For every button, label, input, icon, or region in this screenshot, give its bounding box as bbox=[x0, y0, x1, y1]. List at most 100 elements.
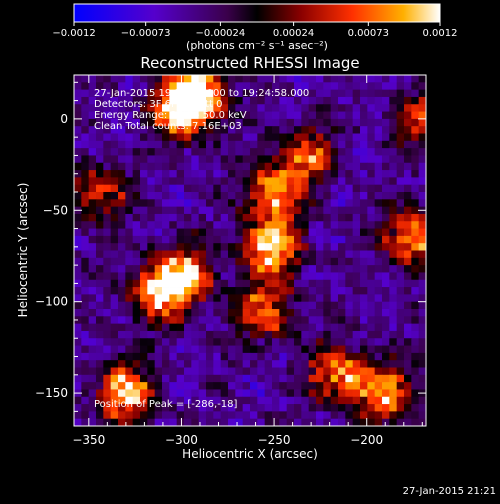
image-pixel bbox=[103, 133, 112, 142]
image-pixel bbox=[96, 294, 104, 303]
image-pixel bbox=[250, 155, 258, 164]
image-pixel bbox=[367, 257, 376, 266]
image-pixel bbox=[345, 221, 354, 229]
image-pixel bbox=[191, 89, 200, 98]
image-pixel bbox=[110, 243, 119, 251]
image-pixel bbox=[235, 294, 244, 303]
image-pixel bbox=[360, 404, 368, 412]
image-pixel bbox=[411, 75, 420, 83]
image-pixel bbox=[169, 170, 178, 178]
image-pixel bbox=[125, 323, 134, 332]
image-pixel bbox=[396, 221, 405, 229]
image-pixel bbox=[257, 89, 266, 98]
image-pixel bbox=[330, 75, 339, 83]
image-pixel bbox=[250, 404, 258, 412]
image-pixel bbox=[374, 396, 383, 405]
image-pixel bbox=[389, 294, 398, 303]
image-pixel bbox=[213, 389, 222, 398]
image-pixel bbox=[110, 170, 119, 178]
image-pixel bbox=[220, 382, 229, 390]
image-pixel bbox=[323, 250, 332, 259]
image-pixel bbox=[184, 330, 192, 339]
image-pixel bbox=[103, 301, 112, 310]
image-pixel bbox=[132, 104, 141, 112]
image-pixel bbox=[191, 382, 200, 390]
image-pixel bbox=[301, 170, 310, 178]
image-pixel bbox=[169, 272, 178, 281]
image-pixel bbox=[96, 111, 104, 120]
image-pixel bbox=[88, 111, 97, 120]
image-pixel bbox=[88, 133, 97, 142]
image-pixel bbox=[272, 133, 280, 142]
image-pixel bbox=[213, 250, 222, 259]
image-pixel bbox=[411, 228, 420, 237]
image-pixel bbox=[132, 89, 141, 98]
image-pixel bbox=[316, 213, 324, 222]
image-pixel bbox=[198, 374, 207, 383]
image-pixel bbox=[264, 221, 273, 229]
image-pixel bbox=[162, 265, 170, 273]
image-pixel bbox=[220, 89, 229, 98]
image-pixel bbox=[140, 360, 148, 368]
image-pixel bbox=[132, 404, 141, 412]
image-pixel bbox=[147, 367, 156, 376]
image-pixel bbox=[264, 323, 273, 332]
image-pixel bbox=[103, 374, 112, 383]
image-pixel bbox=[404, 418, 412, 426]
image-pixel bbox=[257, 389, 266, 398]
image-pixel bbox=[396, 316, 405, 325]
image-pixel bbox=[140, 316, 148, 325]
image-pixel bbox=[316, 148, 324, 156]
image-pixel bbox=[88, 213, 97, 222]
image-pixel bbox=[411, 323, 420, 332]
image-pixel bbox=[374, 279, 383, 288]
image-pixel bbox=[220, 235, 229, 244]
image-pixel bbox=[198, 411, 207, 420]
image-pixel bbox=[367, 411, 376, 420]
image-pixel bbox=[330, 257, 339, 266]
image-pixel bbox=[374, 294, 383, 303]
image-pixel bbox=[125, 411, 134, 420]
image-pixel bbox=[125, 133, 134, 142]
image-pixel bbox=[242, 250, 251, 259]
image-pixel bbox=[330, 162, 339, 171]
image-pixel bbox=[147, 404, 156, 412]
image-pixel bbox=[360, 96, 368, 105]
image-pixel bbox=[294, 177, 302, 186]
image-pixel bbox=[206, 418, 214, 426]
image-pixel bbox=[286, 184, 295, 193]
image-pixel bbox=[125, 279, 134, 288]
image-pixel bbox=[250, 316, 258, 325]
image-pixel bbox=[184, 294, 192, 303]
image-pixel bbox=[418, 184, 426, 193]
image-pixel bbox=[169, 345, 178, 354]
image-pixel bbox=[316, 126, 324, 134]
image-pixel bbox=[162, 148, 170, 156]
image-pixel bbox=[382, 265, 390, 273]
image-pixel bbox=[316, 301, 324, 310]
image-pixel bbox=[206, 228, 214, 237]
image-pixel bbox=[308, 184, 317, 193]
image-pixel bbox=[74, 235, 82, 244]
image-pixel bbox=[250, 389, 258, 398]
image-pixel bbox=[257, 177, 266, 186]
image-pixel bbox=[198, 330, 207, 339]
image-pixel bbox=[242, 418, 251, 426]
image-pixel bbox=[257, 192, 266, 200]
image-pixel bbox=[382, 367, 390, 376]
image-pixel bbox=[294, 184, 302, 193]
image-pixel bbox=[316, 294, 324, 303]
image-pixel bbox=[228, 148, 236, 156]
image-pixel bbox=[213, 148, 222, 156]
image-pixel bbox=[169, 213, 178, 222]
image-pixel bbox=[162, 82, 170, 91]
image-pixel bbox=[228, 133, 236, 142]
image-pixel bbox=[162, 330, 170, 339]
image-pixel bbox=[294, 396, 302, 405]
image-pixel bbox=[147, 316, 156, 325]
image-pixel bbox=[162, 323, 170, 332]
image-pixel bbox=[330, 338, 339, 346]
image-pixel bbox=[301, 213, 310, 222]
image-pixel bbox=[396, 89, 405, 98]
image-pixel bbox=[250, 126, 258, 134]
